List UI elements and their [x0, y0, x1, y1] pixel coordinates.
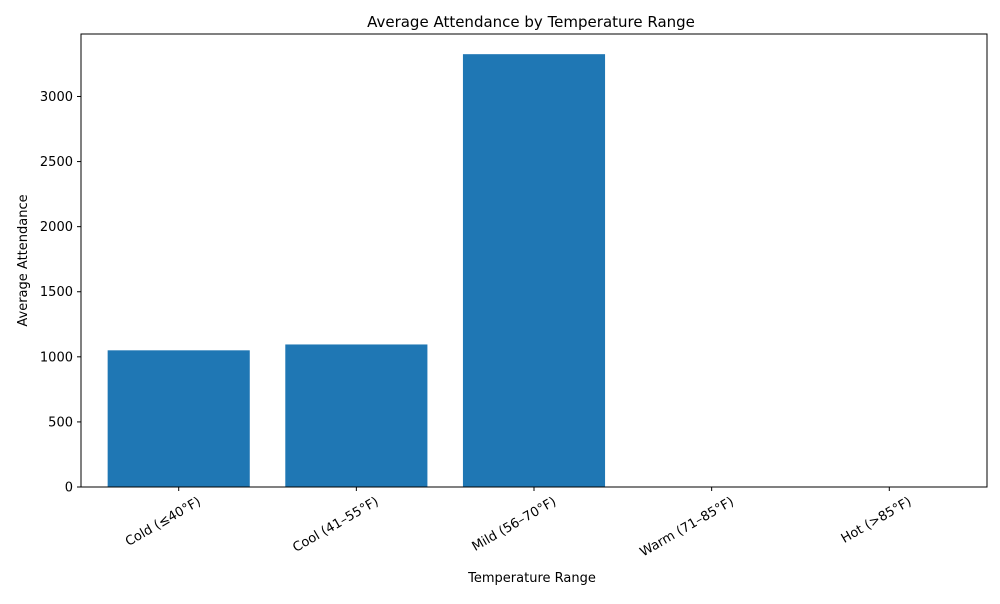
plot-frame: [80, 33, 988, 488]
x-tick-label: Hot (>85°F): [839, 494, 914, 546]
y-tick-label: 500: [48, 415, 73, 430]
y-tick-label: 3000: [40, 90, 73, 105]
y-tick-label: 0: [65, 481, 73, 496]
bars-group: [107, 54, 606, 487]
bar-2: [462, 54, 606, 487]
x-tick-label: Mild (56–70°F): [470, 494, 559, 554]
y-tick-label: 2000: [40, 220, 73, 235]
x-tick-label: Cool (41–55°F): [290, 494, 381, 555]
y-tick-label: 1000: [40, 350, 73, 365]
x-tick-label: Warm (71–85°F): [638, 494, 737, 560]
y-axis: 0 500 1000 1500 2000 2500 3000: [40, 90, 81, 496]
chart-title: Average Attendance by Temperature Range: [367, 13, 695, 31]
bar-1: [285, 344, 428, 487]
bar-0: [107, 350, 250, 487]
x-tick-label: Cold (≤40°F): [123, 494, 204, 549]
x-axis: Cold (≤40°F) Cool (41–55°F) Mild (56–70°F)…: [123, 487, 914, 560]
y-axis-title: Average Attendance: [16, 194, 31, 326]
x-axis-title: Temperature Range: [467, 571, 596, 586]
y-tick-label: 2500: [40, 155, 73, 170]
y-tick-label: 1500: [40, 285, 73, 300]
